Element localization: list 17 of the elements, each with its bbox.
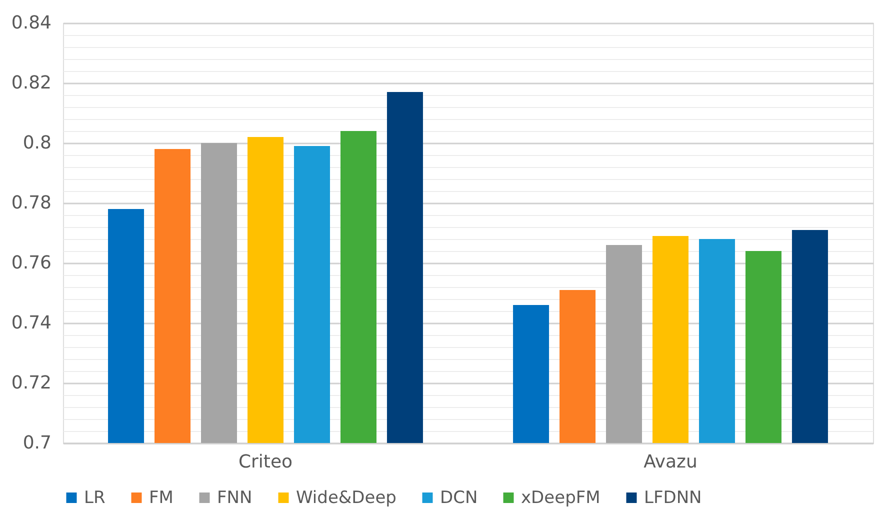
x-tick-label: Avazu [644,452,698,472]
y-tick-label: 0.7 [22,432,52,454]
legend-label: xDeepFM [521,488,600,508]
y-tick-label: 0.76 [11,252,52,274]
legend-label: FNN [217,488,252,508]
y-tick-label: 0.74 [11,312,52,334]
legend-label: LR [84,488,106,508]
y-tick-label: 0.72 [11,372,52,394]
y-tick-label: 0.8 [22,132,52,154]
x-tick-label: Criteo [238,452,293,472]
legend-label: LFDNN [644,488,702,508]
y-tick-label: 0.78 [11,192,52,214]
legend-label: FM [149,488,174,508]
y-tick-label: 0.84 [11,12,52,34]
legend-label: Wide&Deep [296,488,396,508]
y-tick-label: 0.82 [11,72,52,94]
legend-label: DCN [440,488,478,508]
